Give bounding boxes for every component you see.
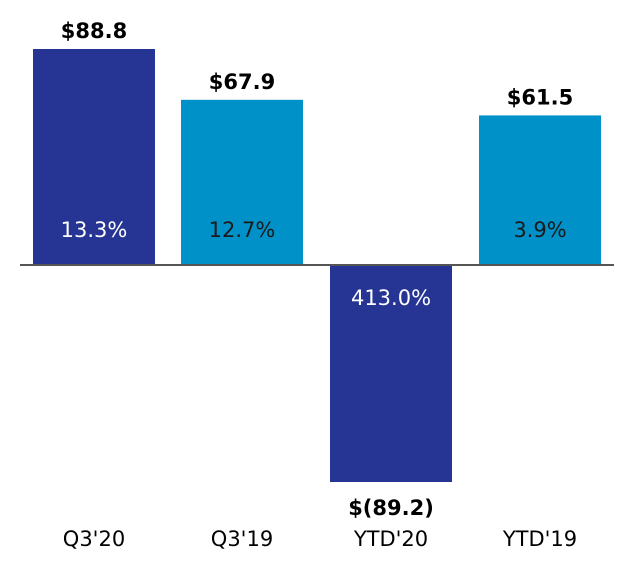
bars-group <box>33 49 601 482</box>
category-label-0: Q3'20 <box>63 527 125 551</box>
bar-2 <box>330 265 452 482</box>
percent-label-2: 413.0% <box>351 286 431 310</box>
value-label-1: $67.9 <box>209 70 275 94</box>
value-label-3: $61.5 <box>507 85 573 109</box>
category-label-1: Q3'19 <box>211 527 273 551</box>
value-label-0: $88.8 <box>61 19 127 43</box>
bar-1 <box>181 99 303 265</box>
percent-label-3: 3.9% <box>513 218 566 242</box>
category-label-2: YTD'20 <box>353 527 428 551</box>
bar-0 <box>33 49 155 265</box>
bar-3 <box>479 115 601 266</box>
percent-label-0: 13.3% <box>61 218 128 242</box>
value-label-2: $(89.2) <box>348 496 434 520</box>
percent-label-1: 12.7% <box>209 218 276 242</box>
labels-group: $88.8 13.3% Q3'20 $67.9 12.7% Q3'19 $(89.2) 413… <box>61 19 578 551</box>
category-label-3: YTD'19 <box>502 527 577 551</box>
